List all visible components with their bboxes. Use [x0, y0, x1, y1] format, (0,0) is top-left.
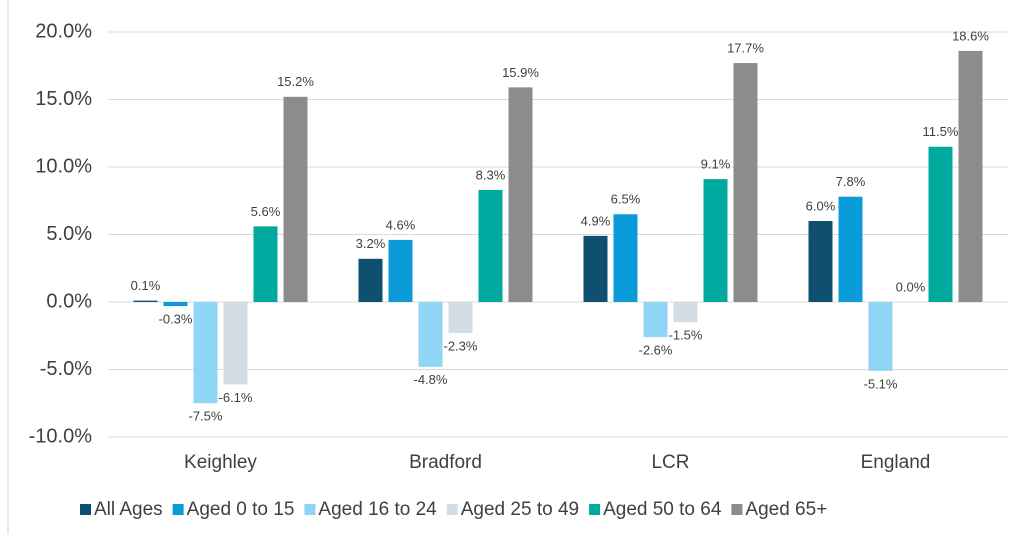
x-tick-label: Bradford [409, 452, 482, 473]
bar [508, 87, 533, 302]
bar [283, 96, 308, 302]
legend-swatch [172, 504, 184, 515]
value-label: 3.2% [356, 236, 386, 251]
value-label: 4.9% [581, 213, 611, 228]
value-label: 15.2% [277, 74, 314, 89]
value-label: 6.0% [806, 198, 836, 213]
legend-label: Aged 50 to 64 [603, 499, 722, 520]
bar [958, 50, 983, 303]
bar [448, 302, 473, 334]
value-label: 5.6% [251, 204, 281, 219]
x-tick-label: Keighley [184, 452, 257, 473]
value-label: -2.6% [639, 343, 673, 358]
value-label: 11.5% [923, 124, 959, 139]
bar [838, 196, 863, 302]
value-label: 0.0% [896, 279, 926, 294]
legend-swatch [446, 504, 458, 515]
value-label: 15.9% [502, 65, 539, 80]
bar [253, 226, 278, 302]
value-label: 18.6% [952, 28, 989, 43]
legend-label: Aged 16 to 24 [318, 499, 437, 520]
bar [418, 302, 443, 367]
legend-label: Aged 0 to 15 [187, 499, 295, 520]
x-tick-label: England [861, 452, 931, 473]
bar [193, 302, 218, 404]
legend-swatch [80, 504, 91, 515]
y-tick-label: 20.0% [35, 20, 92, 42]
legend-label: All Ages [94, 499, 163, 520]
y-tick-label: -5.0% [40, 358, 92, 380]
legend-label: Aged 25 to 49 [461, 499, 579, 520]
y-tick-label: 0.0% [46, 290, 92, 312]
value-label: 0.1% [131, 278, 161, 293]
y-tick-label: 5.0% [46, 223, 92, 245]
value-label: 8.3% [476, 167, 506, 182]
y-tick-label: 15.0% [35, 88, 92, 110]
bar [733, 63, 758, 302]
value-label: -6.1% [219, 390, 253, 405]
value-label: 6.5% [611, 192, 641, 207]
y-tick-label: -10.0% [29, 425, 93, 447]
legend-swatch [589, 504, 601, 515]
value-label: -7.5% [189, 409, 223, 424]
x-tick-label: LCR [651, 452, 689, 473]
value-label: -1.5% [669, 328, 703, 343]
bar [868, 302, 893, 371]
value-label: -0.3% [159, 311, 193, 326]
legend-swatch [304, 504, 316, 515]
bar [478, 189, 503, 302]
legend-swatch [731, 504, 743, 515]
value-label: 7.8% [836, 174, 866, 189]
bar [358, 258, 383, 302]
bar [133, 300, 158, 302]
bar [613, 214, 638, 302]
bar [808, 221, 833, 302]
bar [643, 302, 668, 338]
y-tick-label: 10.0% [35, 155, 92, 177]
bar [223, 302, 248, 385]
legend-label: Aged 65+ [745, 499, 827, 520]
bar [388, 239, 413, 302]
value-label: 17.7% [727, 40, 764, 55]
value-label: -5.1% [864, 376, 898, 391]
value-label: 4.6% [386, 217, 416, 232]
bar [928, 146, 953, 302]
bar [673, 302, 698, 323]
bar [703, 179, 728, 302]
value-label: -2.3% [444, 338, 478, 353]
value-label: 9.1% [701, 157, 731, 172]
bar [163, 302, 188, 307]
bar [583, 235, 608, 302]
value-label: -4.8% [414, 372, 448, 387]
